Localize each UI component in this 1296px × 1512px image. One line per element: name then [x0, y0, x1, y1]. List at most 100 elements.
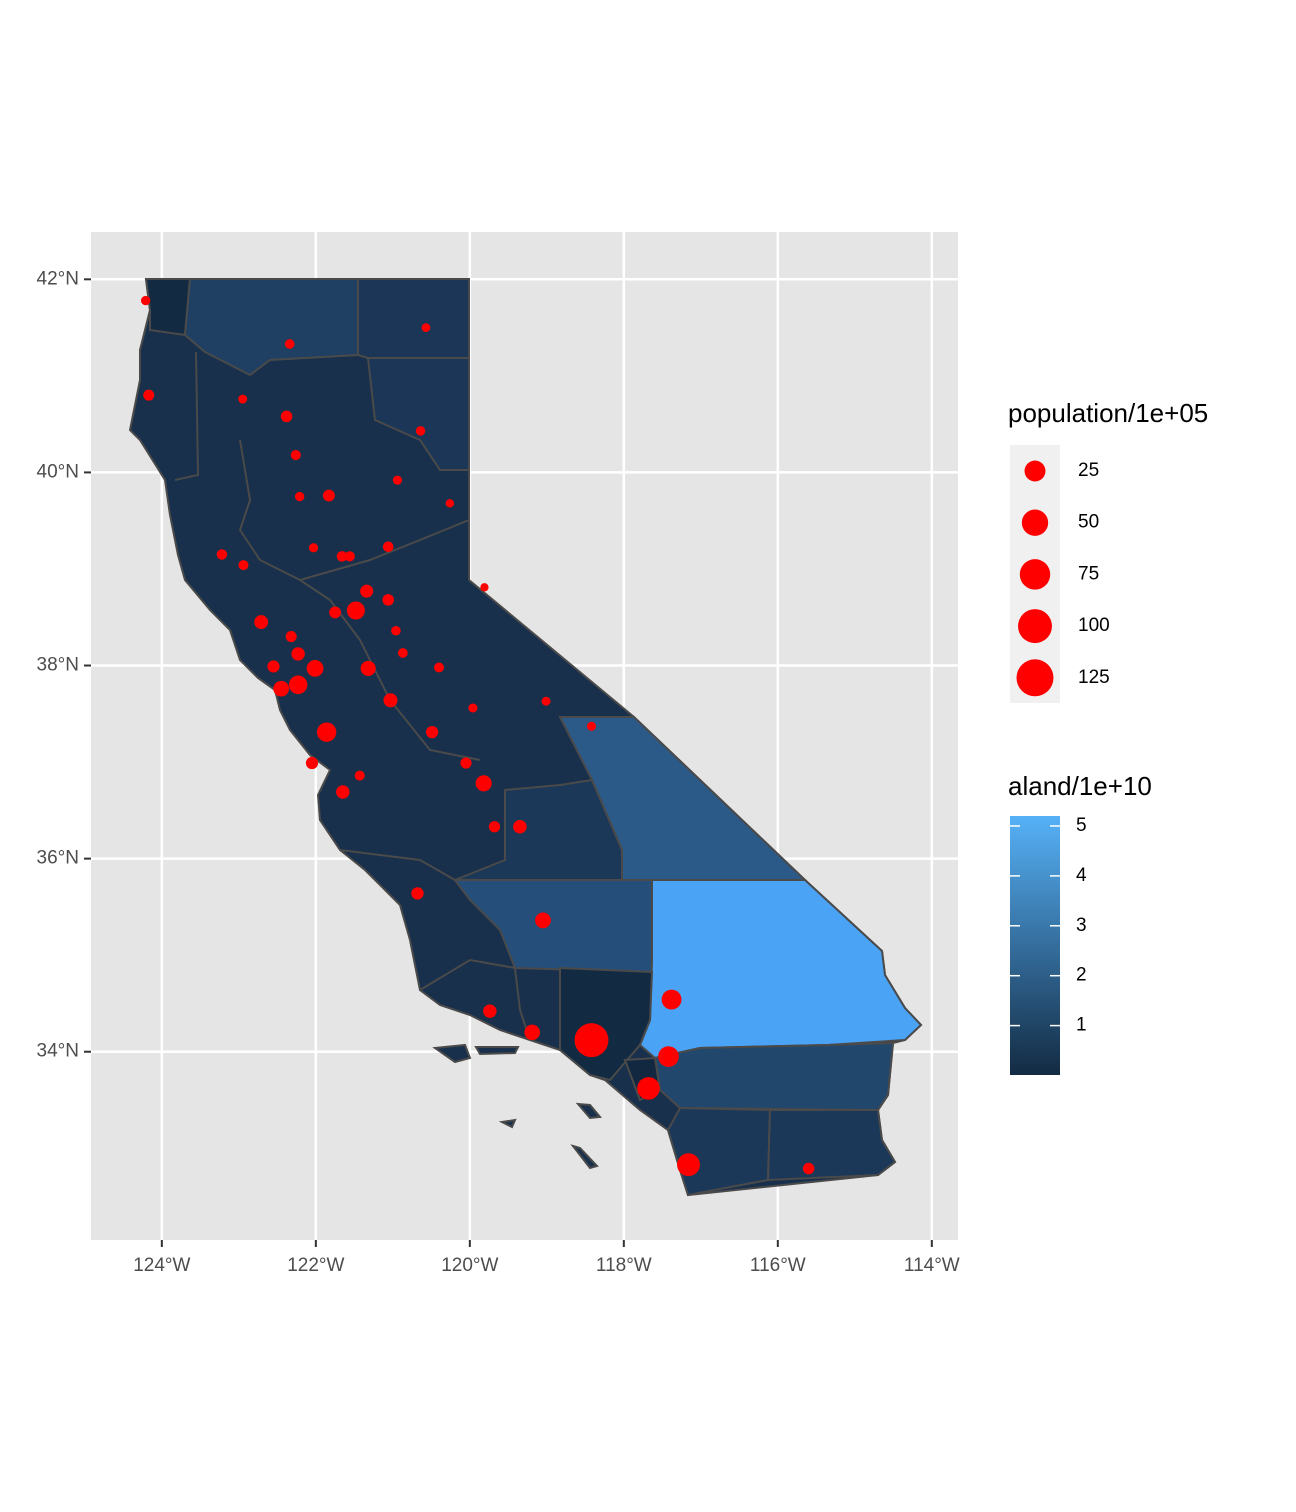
size-legend-key [1024, 460, 1046, 482]
point [336, 551, 348, 562]
point [360, 584, 374, 598]
county-shape [653, 1041, 895, 1112]
point [574, 1023, 609, 1058]
point [284, 339, 295, 349]
x-tick-label: 120°W [441, 1255, 498, 1276]
point [541, 696, 551, 706]
point [336, 785, 350, 799]
point [280, 410, 293, 423]
size-legend-title: population/1e+05 [1008, 398, 1208, 428]
point [140, 295, 151, 306]
y-tick-label: 42°N [37, 268, 79, 289]
point [306, 660, 324, 677]
point [382, 541, 394, 553]
county-shape [454, 778, 623, 881]
point [308, 543, 319, 553]
county-border [299, 519, 470, 581]
point [382, 594, 395, 606]
point [290, 449, 301, 461]
point [267, 660, 280, 673]
y-tick-label: 38°N [37, 655, 79, 676]
point [143, 389, 155, 401]
point [238, 560, 249, 571]
point [360, 660, 376, 676]
island [498, 1118, 517, 1129]
size-legend-label: 100 [1078, 615, 1110, 636]
island [474, 1046, 520, 1056]
point [677, 1153, 700, 1177]
point [535, 912, 551, 929]
point [468, 703, 478, 713]
point [425, 726, 439, 739]
size-legend-label: 25 [1078, 460, 1099, 481]
colorbar-label: 3 [1076, 915, 1087, 936]
point [397, 648, 408, 658]
point [294, 491, 305, 502]
point [354, 770, 365, 781]
county-shape [766, 1109, 897, 1182]
size-legend-key [1016, 659, 1054, 697]
point [586, 721, 597, 731]
point [434, 662, 444, 673]
county-border [419, 958, 531, 1041]
point [483, 1004, 497, 1018]
colorbar-label: 2 [1076, 965, 1087, 986]
point [323, 489, 335, 502]
point [273, 680, 290, 697]
size-legend-label: 50 [1078, 512, 1099, 533]
county-shape [144, 278, 192, 337]
y-tick-label: 36°N [37, 848, 79, 869]
x-tick-label: 116°W [750, 1255, 806, 1276]
point [383, 693, 398, 708]
point [346, 601, 365, 620]
size-legend-label: 75 [1078, 563, 1099, 584]
x-tick-label: 114°W [904, 1255, 960, 1276]
x-tick-label: 122°W [287, 1255, 344, 1276]
county-shape [366, 357, 470, 471]
point [513, 819, 527, 834]
size-legend-key [1021, 509, 1049, 536]
county-border [238, 439, 481, 761]
island [570, 1144, 599, 1170]
x-tick-label: 124°W [133, 1255, 190, 1276]
colorbar-ticks: 1 2 3 4 5 [1010, 815, 1087, 1036]
county-shape [666, 1106, 772, 1197]
colorbar-label: 4 [1076, 865, 1087, 886]
point [658, 1046, 679, 1067]
point [285, 631, 297, 643]
island [432, 1043, 472, 1064]
colorbar [1010, 816, 1060, 1075]
colorbar-title: aland/1e+10 [1008, 771, 1152, 801]
county-shape [357, 278, 470, 359]
point [524, 1024, 540, 1041]
county-border [339, 849, 456, 881]
colorbar-label: 1 [1076, 1015, 1087, 1036]
point [391, 625, 401, 636]
point [329, 606, 342, 619]
point [637, 1077, 660, 1100]
island [575, 1102, 602, 1120]
point [802, 1162, 815, 1175]
point [445, 499, 455, 508]
point [316, 722, 337, 742]
points [140, 295, 815, 1177]
colorbar-label: 5 [1076, 815, 1087, 836]
size-legend-label: 125 [1078, 667, 1110, 688]
point [305, 756, 319, 770]
point [475, 775, 492, 792]
point [238, 394, 248, 404]
point [411, 887, 424, 900]
x-tick-label: 118°W [596, 1255, 652, 1276]
point [344, 551, 355, 562]
y-tick-label: 34°N [37, 1041, 79, 1062]
point [488, 821, 501, 833]
point [392, 475, 403, 485]
point [291, 647, 305, 661]
size-legend-key [1018, 609, 1052, 644]
county-border [174, 351, 200, 481]
point [460, 757, 472, 769]
point [480, 583, 489, 592]
point [421, 323, 431, 332]
point [415, 426, 426, 436]
